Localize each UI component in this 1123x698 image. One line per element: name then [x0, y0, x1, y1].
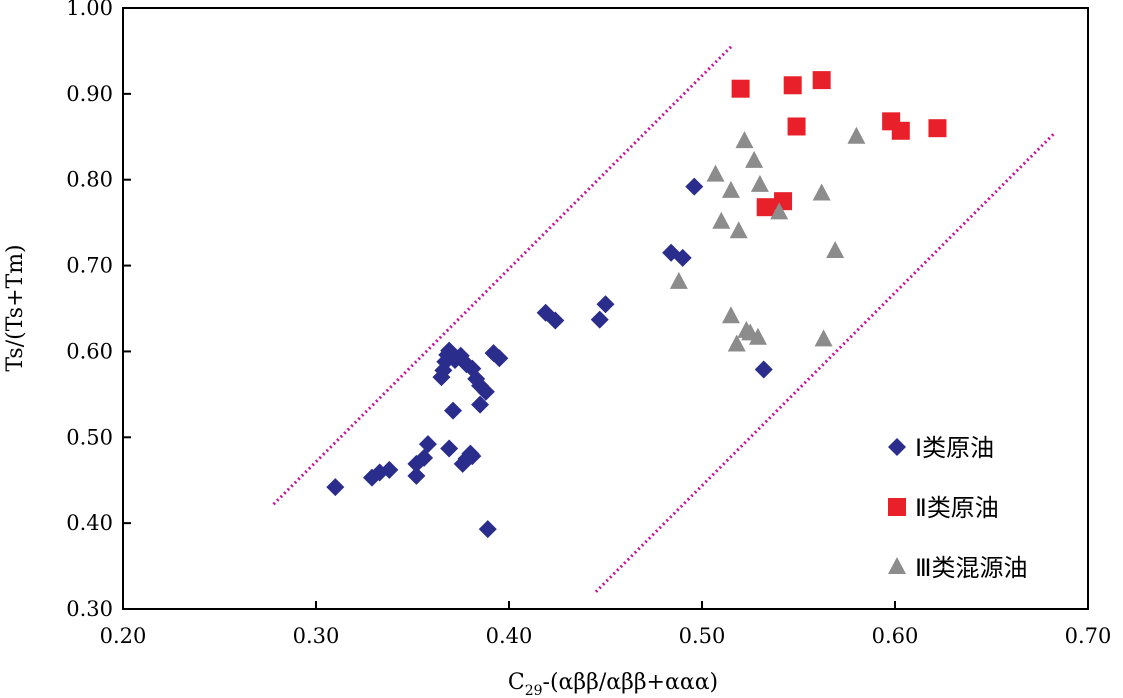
data-point-series-3: [826, 240, 845, 258]
y-tick-label: 0.60: [66, 339, 113, 363]
data-point-series-1: [415, 448, 434, 467]
y-tick-label: 0.30: [66, 597, 113, 621]
data-point-series-3: [814, 329, 833, 347]
y-axis-title: Ts/(Ts+Tm): [3, 244, 28, 371]
y-tick-label: 1.00: [66, 0, 113, 20]
data-point-series-1: [476, 382, 495, 401]
legend-marker-2: [888, 498, 906, 516]
data-point-series-2: [787, 117, 806, 136]
data-point-series-1: [471, 395, 490, 414]
x-tick-label: 0.50: [679, 624, 726, 648]
y-tick-label: 0.50: [66, 425, 113, 449]
data-point-series-2: [891, 121, 910, 140]
data-point-series-1: [444, 401, 463, 420]
y-tick-label: 0.70: [66, 254, 113, 278]
data-point-series-2: [928, 119, 947, 138]
y-tick-label: 0.80: [66, 168, 113, 192]
y-tick-label: 0.40: [66, 511, 113, 535]
data-point-series-3: [721, 180, 740, 198]
legend-label-3: Ⅲ类混源油: [915, 554, 1028, 582]
data-point-series-2: [756, 198, 775, 217]
legend: Ⅰ类原油 Ⅱ类原油 Ⅲ类混源油: [888, 434, 1028, 582]
data-point-series-2: [731, 79, 750, 98]
data-point-series-3: [812, 183, 831, 201]
data-point-series-1: [380, 460, 399, 479]
data-point-series-1: [590, 310, 609, 329]
data-point-series-3: [750, 174, 769, 192]
data-point-series-1: [407, 466, 426, 485]
legend-label-1: Ⅰ类原油: [915, 434, 994, 462]
data-point-series-1: [754, 360, 773, 379]
plot-area-frame: [122, 7, 1089, 610]
data-point-series-1: [596, 295, 615, 314]
data-point-series-1: [662, 243, 681, 262]
data-points: [326, 71, 947, 539]
data-point-series-1: [440, 439, 459, 458]
data-point-series-1: [463, 447, 482, 466]
legend-label-2: Ⅱ类原油: [915, 494, 999, 522]
x-tick-label: 0.60: [872, 624, 919, 648]
data-point-series-3: [770, 202, 789, 220]
reference-line-2: [594, 131, 1057, 593]
x-tick-label: 0.40: [486, 624, 533, 648]
data-point-series-2: [812, 71, 831, 90]
data-point-series-1: [490, 349, 509, 368]
x-axis-title: C29-(αββ/αββ+ααα): [508, 670, 718, 698]
data-point-series-3: [727, 334, 746, 352]
data-point-series-1: [467, 369, 486, 388]
data-point-series-3: [748, 327, 767, 345]
data-point-series-3: [735, 131, 754, 149]
x-tick-label: 0.30: [293, 624, 340, 648]
reference-lines: [272, 43, 1057, 593]
data-point-series-3: [721, 306, 740, 324]
y-tick-label: 0.90: [66, 82, 113, 106]
data-point-series-1: [418, 435, 437, 454]
data-point-series-3: [712, 211, 731, 229]
data-point-series-1: [326, 478, 345, 497]
data-point-series-3: [745, 150, 764, 168]
reference-line-1: [272, 43, 734, 506]
data-point-series-2: [783, 76, 802, 95]
x-axis-ticks: 0.20 0.30 0.40 0.50 0.60 0.70: [100, 601, 1112, 648]
data-point-series-3: [729, 221, 748, 239]
data-point-series-1: [478, 520, 497, 539]
y-axis-ticks: 0.30 0.40 0.50 0.60 0.70 0.80 0.90 1.00: [66, 0, 131, 621]
data-point-series-3: [669, 271, 688, 289]
data-point-series-1: [546, 311, 565, 330]
data-point-series-3: [706, 164, 725, 182]
legend-marker-1: [888, 438, 906, 456]
data-point-series-1: [673, 248, 692, 267]
data-point-series-3: [847, 126, 866, 144]
legend-marker-3: [888, 557, 906, 574]
x-tick-label: 0.70: [1065, 624, 1112, 648]
x-tick-label: 0.20: [100, 624, 147, 648]
data-point-series-1: [685, 177, 704, 196]
